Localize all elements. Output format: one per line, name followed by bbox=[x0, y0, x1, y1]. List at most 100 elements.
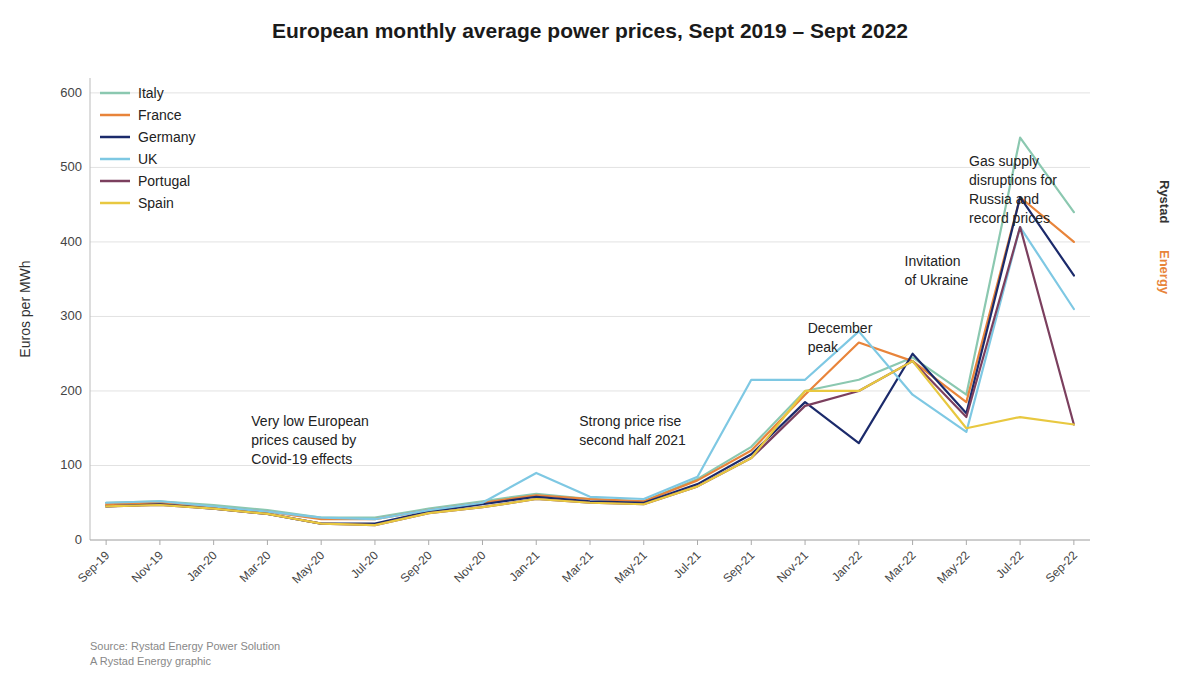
annotation-line: of Ukraine bbox=[905, 272, 969, 288]
x-tick bbox=[590, 540, 591, 545]
y-tick-label: 500 bbox=[60, 159, 82, 174]
series-line bbox=[106, 227, 1074, 519]
x-tick-label: Sep-21 bbox=[720, 548, 757, 585]
grid-line bbox=[90, 316, 1090, 317]
x-tick-label: Jul-22 bbox=[993, 548, 1026, 581]
chart: European monthly average power prices, S… bbox=[0, 0, 1200, 675]
y-tick-label: 300 bbox=[60, 308, 82, 323]
x-tick bbox=[912, 540, 913, 545]
x-tick-label: Jan-20 bbox=[184, 548, 220, 584]
annotation-line: December bbox=[808, 320, 873, 336]
x-tick bbox=[482, 540, 483, 545]
x-tick-label: Nov-19 bbox=[129, 548, 166, 585]
x-tick-label: Jul-20 bbox=[348, 548, 381, 581]
legend-swatch bbox=[100, 180, 130, 183]
legend-swatch bbox=[100, 202, 130, 205]
x-tick-label: Sep-22 bbox=[1043, 548, 1080, 585]
x-tick-label: Mar-22 bbox=[882, 548, 919, 585]
x-tick-label: Jan-21 bbox=[507, 548, 543, 584]
x-tick-label: Sep-20 bbox=[398, 548, 435, 585]
series-line bbox=[106, 197, 1074, 519]
annotation-line: second half 2021 bbox=[579, 432, 686, 448]
x-tick bbox=[751, 540, 752, 545]
legend-label: Portugal bbox=[138, 173, 190, 189]
annotation-line: Covid-19 effects bbox=[251, 451, 352, 467]
series-line bbox=[106, 138, 1074, 518]
grid-line bbox=[90, 167, 1090, 168]
source-line: Source: Rystad Energy Power Solution bbox=[90, 640, 280, 652]
x-tick bbox=[428, 540, 429, 545]
grid-line bbox=[90, 241, 1090, 242]
x-axis: Sep-19 Nov-19 Jan-20 Mar-20 May-20 Jul-20 Sep-… bbox=[75, 540, 1090, 586]
series-line bbox=[106, 227, 1074, 525]
x-tick-label: Mar-20 bbox=[237, 548, 274, 585]
x-tick-label: Nov-20 bbox=[451, 548, 488, 585]
annotation: December peak bbox=[808, 320, 873, 355]
legend-label: Italy bbox=[138, 85, 164, 101]
annotation-line: Gas supply bbox=[969, 153, 1039, 169]
y-axis-label: Euros per MWh bbox=[17, 260, 33, 357]
x-tick bbox=[374, 540, 375, 545]
brand: Energy bbox=[1157, 250, 1172, 295]
series-line bbox=[106, 361, 1074, 525]
annotations: Very low European prices caused by Covid-1… bbox=[251, 153, 1057, 468]
x-tick bbox=[966, 540, 967, 545]
annotation-line: record prices bbox=[969, 210, 1050, 226]
annotation-line: Very low European bbox=[251, 413, 369, 429]
annotation: Strong price rise second half 2021 bbox=[579, 413, 686, 448]
x-tick bbox=[213, 540, 214, 545]
x-tick-label: May-21 bbox=[612, 548, 650, 586]
y-tick-label: 0 bbox=[75, 532, 82, 547]
y-tick-label: 200 bbox=[60, 383, 82, 398]
x-tick bbox=[106, 540, 107, 545]
x-tick bbox=[697, 540, 698, 545]
x-tick bbox=[1073, 540, 1074, 545]
x-tick-label: Sep-19 bbox=[75, 548, 112, 585]
y-axis: 0 100 200 300 400 500 600 bbox=[60, 78, 1090, 547]
x-tick-label: Nov-21 bbox=[774, 548, 811, 585]
x-tick-label: Jan-22 bbox=[829, 548, 865, 584]
annotation-line: Russia and bbox=[969, 191, 1039, 207]
x-tick-label: May-20 bbox=[289, 548, 327, 586]
x-tick bbox=[536, 540, 537, 545]
title: European monthly average power prices, S… bbox=[272, 19, 908, 42]
brand: Rystad bbox=[1157, 180, 1172, 223]
grid-line bbox=[90, 465, 1090, 466]
legend-swatch bbox=[100, 136, 130, 139]
x-tick bbox=[643, 540, 644, 545]
annotation: Very low European prices caused by Covid-1… bbox=[251, 413, 369, 467]
x-tick bbox=[805, 540, 806, 545]
x-tick bbox=[858, 540, 859, 545]
y-tick-label: 600 bbox=[60, 85, 82, 100]
source-line: A Rystad Energy graphic bbox=[90, 655, 212, 667]
x-tick bbox=[1020, 540, 1021, 545]
series-line bbox=[106, 197, 1074, 523]
legend-label: UK bbox=[138, 151, 158, 167]
y-axis-line bbox=[90, 78, 91, 540]
x-tick bbox=[321, 540, 322, 545]
annotation-line: disruptions for bbox=[969, 172, 1057, 188]
x-tick-label: Mar-21 bbox=[559, 548, 596, 585]
y-tick-label: 100 bbox=[60, 457, 82, 472]
grid-line bbox=[90, 92, 1090, 93]
annotation: Gas supply disruptions for Russia and recor… bbox=[969, 153, 1057, 226]
x-tick bbox=[159, 540, 160, 545]
legend-swatch bbox=[100, 158, 130, 161]
legend-label: France bbox=[138, 107, 182, 123]
source: Source: Rystad Energy Power Solution A Ry… bbox=[90, 640, 280, 667]
annotation-line: prices caused by bbox=[251, 432, 356, 448]
x-tick-label: May-22 bbox=[934, 548, 972, 586]
legend-swatch bbox=[100, 114, 130, 117]
annotation-line: peak bbox=[808, 339, 839, 355]
annotation: Invitation of Ukraine bbox=[905, 253, 969, 288]
legend-swatch bbox=[100, 92, 130, 95]
y-tick-label: 400 bbox=[60, 234, 82, 249]
legend: Italy France Germany UK Portugal Spain bbox=[100, 85, 196, 211]
lines bbox=[106, 138, 1074, 525]
annotation-line: Invitation bbox=[905, 253, 961, 269]
legend-label: Spain bbox=[138, 195, 174, 211]
annotation-line: Strong price rise bbox=[579, 413, 681, 429]
x-tick-label: Jul-21 bbox=[671, 548, 704, 581]
x-tick bbox=[267, 540, 268, 545]
legend-label: Germany bbox=[138, 129, 196, 145]
